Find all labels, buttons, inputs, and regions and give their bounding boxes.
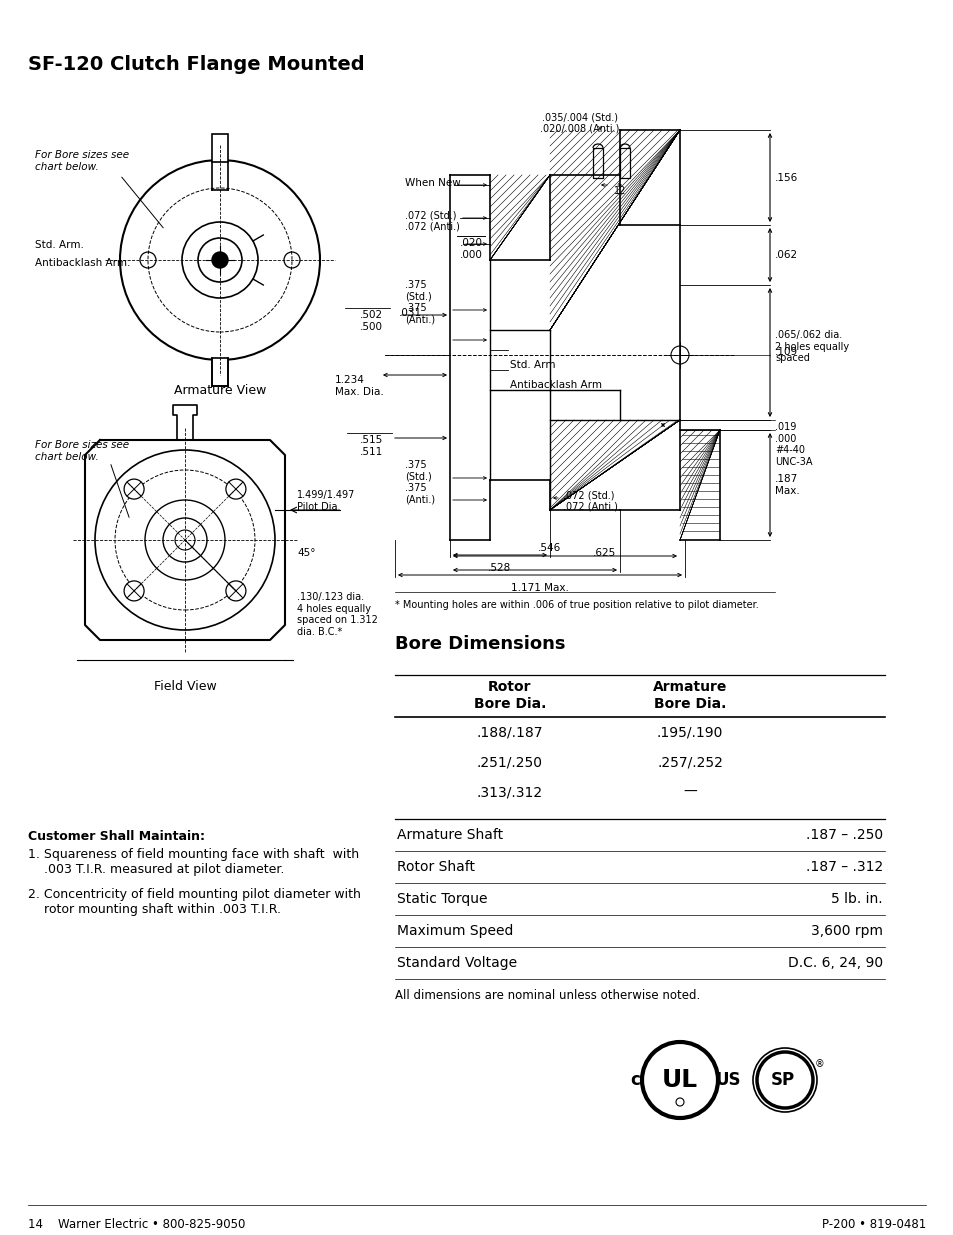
Text: .502
.500: .502 .500 bbox=[359, 310, 382, 332]
Text: 1.499/1.497
Pilot Dia.: 1.499/1.497 Pilot Dia. bbox=[296, 490, 355, 511]
Text: .020
.000: .020 .000 bbox=[459, 238, 482, 259]
Text: Antibacklash Arm: Antibacklash Arm bbox=[510, 380, 601, 390]
Text: D.C. 6, 24, 90: D.C. 6, 24, 90 bbox=[787, 956, 882, 969]
Text: .156: .156 bbox=[774, 173, 798, 183]
Text: .035/.004 (Std.)
.020/.008 (Anti.): .035/.004 (Std.) .020/.008 (Anti.) bbox=[539, 112, 619, 133]
Text: Field View: Field View bbox=[153, 680, 216, 693]
Text: .625: .625 bbox=[593, 548, 616, 558]
Text: Armature View: Armature View bbox=[173, 384, 266, 396]
Text: Static Torque: Static Torque bbox=[396, 892, 487, 906]
Text: Customer Shall Maintain:: Customer Shall Maintain: bbox=[28, 830, 205, 844]
Text: Antibacklash Arm.: Antibacklash Arm. bbox=[35, 258, 131, 268]
Text: 12: 12 bbox=[613, 186, 625, 196]
Text: Armature: Armature bbox=[652, 680, 726, 694]
Circle shape bbox=[124, 479, 144, 499]
Text: 14    Warner Electric • 800-825-9050: 14 Warner Electric • 800-825-9050 bbox=[28, 1218, 245, 1231]
Text: c: c bbox=[629, 1071, 639, 1089]
Text: .019
.000: .019 .000 bbox=[774, 422, 796, 443]
Circle shape bbox=[212, 252, 228, 268]
Text: When New: When New bbox=[405, 178, 460, 188]
Text: Rotor Shaft: Rotor Shaft bbox=[396, 860, 475, 874]
Text: P-200 • 819-0481: P-200 • 819-0481 bbox=[821, 1218, 925, 1231]
Text: —: — bbox=[682, 785, 696, 799]
Text: Standard Voltage: Standard Voltage bbox=[396, 956, 517, 969]
Text: For Bore sizes see
chart below.: For Bore sizes see chart below. bbox=[35, 149, 129, 172]
Text: 45°: 45° bbox=[296, 548, 315, 558]
Text: * Mounting holes are within .006 of true position relative to pilot diameter.: * Mounting holes are within .006 of true… bbox=[395, 600, 758, 610]
Text: #4-40
UNC-3A: #4-40 UNC-3A bbox=[774, 445, 812, 467]
Text: .313/.312: .313/.312 bbox=[476, 785, 542, 799]
Text: .375
(Std.)
.375
(Anti.): .375 (Std.) .375 (Anti.) bbox=[405, 280, 435, 325]
Text: .072 (Std.)
.072 (Anti.): .072 (Std.) .072 (Anti.) bbox=[405, 210, 459, 232]
Circle shape bbox=[226, 580, 246, 601]
Text: US: US bbox=[715, 1071, 740, 1089]
Text: .195/.190: .195/.190 bbox=[656, 725, 722, 739]
Text: Std. Arm.: Std. Arm. bbox=[35, 240, 84, 249]
Text: ®: ® bbox=[814, 1058, 824, 1070]
Text: .130/.123 dia.
4 holes equally
spaced on 1.312
dia. B.C.*: .130/.123 dia. 4 holes equally spaced on… bbox=[296, 592, 377, 637]
Text: .062: .062 bbox=[774, 249, 798, 261]
Text: .031: .031 bbox=[398, 308, 421, 317]
Text: .528: .528 bbox=[488, 563, 511, 573]
Text: SF-120 Clutch Flange Mounted: SF-120 Clutch Flange Mounted bbox=[28, 56, 364, 74]
Text: .515
.511: .515 .511 bbox=[359, 435, 382, 457]
Bar bbox=[212, 135, 228, 162]
Text: Bore Dimensions: Bore Dimensions bbox=[395, 635, 565, 653]
Text: Std. Arm: Std. Arm bbox=[510, 359, 555, 370]
Text: 5 lb. in.: 5 lb. in. bbox=[830, 892, 882, 906]
Text: .109: .109 bbox=[774, 347, 798, 357]
Bar bbox=[619, 148, 629, 178]
Text: Rotor: Rotor bbox=[488, 680, 531, 694]
Text: .257/.252: .257/.252 bbox=[657, 755, 722, 769]
Text: Maximum Speed: Maximum Speed bbox=[396, 924, 513, 939]
Text: .187
Max.: .187 Max. bbox=[774, 474, 799, 495]
Text: 1.171 Max.: 1.171 Max. bbox=[511, 583, 568, 593]
Text: .065/.062 dia.
2 holes equally
spaced: .065/.062 dia. 2 holes equally spaced bbox=[774, 330, 848, 363]
Text: 1. Squareness of field mounting face with shaft  with
    .003 T.I.R. measured a: 1. Squareness of field mounting face wit… bbox=[28, 848, 358, 876]
Text: .072 (Std.)
.072 (Anti.): .072 (Std.) .072 (Anti.) bbox=[562, 490, 618, 511]
Text: Armature Shaft: Armature Shaft bbox=[396, 827, 502, 842]
Circle shape bbox=[124, 580, 144, 601]
Bar bbox=[212, 358, 228, 387]
Text: 3,600 rpm: 3,600 rpm bbox=[810, 924, 882, 939]
Text: For Bore sizes see
chart below.: For Bore sizes see chart below. bbox=[35, 440, 129, 462]
Text: Bore Dia.: Bore Dia. bbox=[474, 697, 546, 711]
Text: SP: SP bbox=[770, 1071, 794, 1089]
Bar bbox=[593, 148, 602, 178]
Text: UL: UL bbox=[661, 1068, 698, 1092]
Text: All dimensions are nominal unless otherwise noted.: All dimensions are nominal unless otherw… bbox=[395, 989, 700, 1002]
Text: .188/.187: .188/.187 bbox=[476, 725, 542, 739]
Text: .187 – .312: .187 – .312 bbox=[805, 860, 882, 874]
Text: .546: .546 bbox=[537, 543, 561, 553]
Text: Bore Dia.: Bore Dia. bbox=[653, 697, 725, 711]
Text: .187 – .250: .187 – .250 bbox=[805, 827, 882, 842]
Text: 2. Concentricity of field mounting pilot diameter with
    rotor mounting shaft : 2. Concentricity of field mounting pilot… bbox=[28, 888, 360, 916]
Text: 1.234
Max. Dia.: 1.234 Max. Dia. bbox=[335, 375, 383, 396]
Circle shape bbox=[226, 479, 246, 499]
Text: .375
(Std.)
.375
(Anti.): .375 (Std.) .375 (Anti.) bbox=[405, 459, 435, 505]
Text: .251/.250: .251/.250 bbox=[476, 755, 542, 769]
